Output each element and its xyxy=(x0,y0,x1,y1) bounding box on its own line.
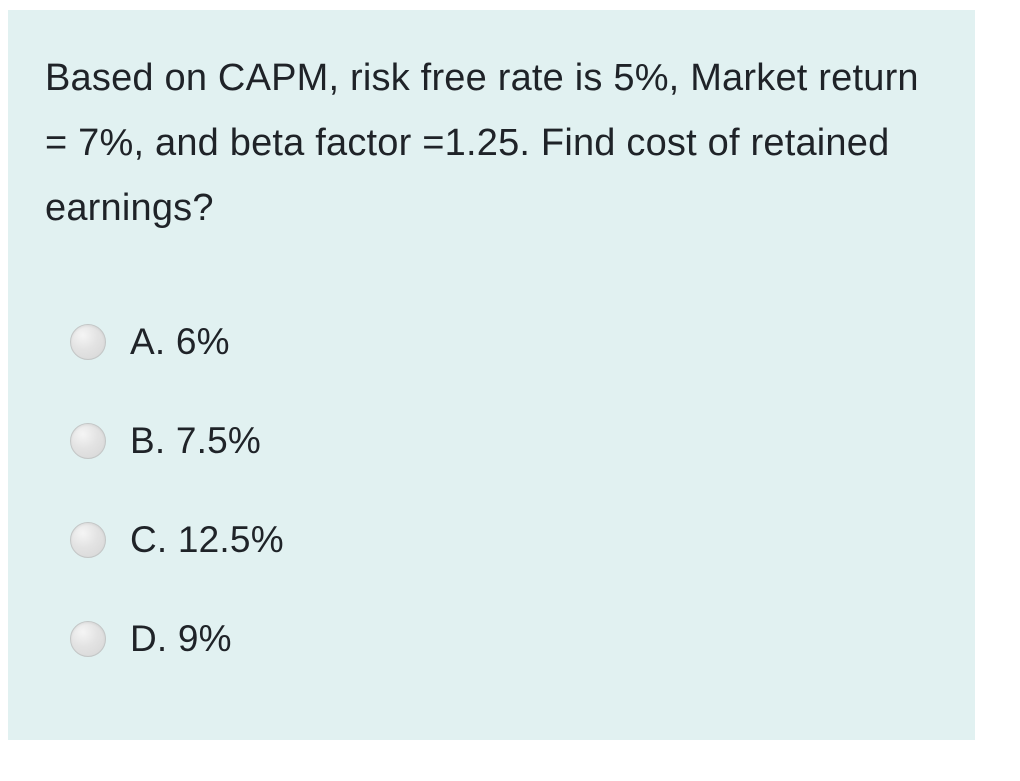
option-label-c: C. 12.5% xyxy=(130,519,284,560)
option-row-d[interactable]: D. 9% xyxy=(70,617,284,661)
radio-button-b[interactable] xyxy=(70,423,106,459)
question-text: Based on CAPM, risk free rate is 5%, Mar… xyxy=(45,57,919,229)
option-row-b[interactable]: B. 7.5% xyxy=(70,419,284,463)
option-row-a[interactable]: A. 6% xyxy=(70,320,284,364)
radio-button-c[interactable] xyxy=(70,522,106,558)
options-list: A. 6% B. 7.5% C. 12.5% D. 9% xyxy=(70,320,284,716)
radio-button-d[interactable] xyxy=(70,621,106,657)
radio-button-a[interactable] xyxy=(70,324,106,360)
option-label-a: A. 6% xyxy=(130,321,230,362)
option-label-b: B. 7.5% xyxy=(130,420,261,461)
option-label-d: D. 9% xyxy=(130,618,232,659)
question-card: Based on CAPM, risk free rate is 5%, Mar… xyxy=(8,10,975,740)
option-row-c[interactable]: C. 12.5% xyxy=(70,518,284,562)
